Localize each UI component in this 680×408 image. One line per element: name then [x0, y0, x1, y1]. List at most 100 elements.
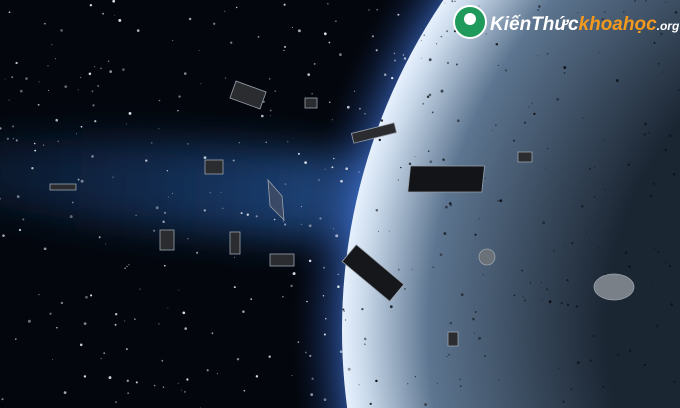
- star: [177, 382, 179, 384]
- watermark: KiếnThứckhoahọc.org: [453, 5, 680, 39]
- debris-speck: [486, 33, 487, 35]
- debris-speck: [449, 204, 453, 207]
- star: [34, 149, 37, 152]
- debris-speck: [446, 30, 449, 33]
- star: [15, 338, 17, 340]
- debris-speck: [602, 385, 604, 388]
- star: [162, 220, 165, 223]
- star: [397, 13, 400, 16]
- debris-speck: [598, 52, 600, 54]
- debris-speck: [472, 317, 475, 321]
- debris-speck: [663, 400, 666, 402]
- star: [273, 218, 276, 221]
- star: [364, 113, 366, 115]
- star: [171, 192, 173, 194]
- star: [243, 389, 246, 392]
- star: [282, 220, 285, 222]
- star: [383, 73, 387, 77]
- star: [403, 57, 407, 60]
- star: [88, 72, 92, 76]
- star: [310, 393, 314, 396]
- star: [220, 191, 222, 193]
- star: [16, 195, 20, 198]
- star: [323, 398, 327, 402]
- debris-speck: [627, 163, 631, 167]
- star: [203, 156, 207, 160]
- star: [311, 93, 313, 95]
- star: [182, 311, 186, 315]
- star: [345, 167, 348, 170]
- debris-speck: [443, 232, 447, 235]
- debris-speck: [440, 35, 443, 38]
- star: [300, 223, 302, 225]
- panel: [267, 178, 285, 222]
- debris-speck: [457, 119, 460, 122]
- star: [391, 76, 394, 80]
- star: [91, 155, 94, 158]
- debris-speck: [652, 209, 653, 211]
- fragment: [269, 253, 295, 267]
- star: [250, 298, 253, 300]
- star: [60, 301, 64, 305]
- debris-speck: [593, 195, 596, 199]
- debris-speck: [343, 310, 345, 312]
- star: [64, 85, 67, 88]
- debris-speck: [523, 299, 527, 302]
- star: [163, 211, 167, 214]
- debris-speck: [653, 41, 656, 44]
- star: [178, 289, 180, 291]
- star: [98, 236, 101, 239]
- watermark-text: KiếnThứckhoahọc.org: [490, 14, 680, 35]
- star: [136, 29, 140, 32]
- star: [257, 35, 260, 38]
- star: [346, 105, 350, 109]
- star: [38, 81, 40, 83]
- star: [393, 52, 396, 55]
- star: [335, 234, 339, 238]
- star: [83, 375, 87, 378]
- star: [340, 179, 343, 183]
- star: [135, 214, 137, 217]
- debris-speck: [448, 354, 450, 356]
- star: [108, 376, 112, 380]
- debris-speck: [556, 97, 560, 101]
- star: [44, 22, 46, 25]
- star: [0, 127, 2, 130]
- debris-speck: [474, 311, 477, 313]
- debris-speck: [454, 0, 456, 2]
- star: [85, 295, 88, 299]
- debris-speck: [604, 273, 607, 275]
- logo-bulb: [464, 13, 476, 25]
- star: [236, 357, 240, 361]
- star: [55, 118, 58, 122]
- star: [268, 78, 271, 80]
- debris-speck: [592, 335, 595, 337]
- debris-speck: [345, 319, 347, 321]
- star: [128, 264, 130, 266]
- debris-speck: [673, 380, 676, 383]
- debris-speck: [581, 204, 584, 208]
- star: [38, 294, 40, 296]
- star: [167, 307, 169, 309]
- star: [358, 107, 361, 110]
- star: [328, 101, 331, 104]
- star: [135, 381, 138, 384]
- brand-highlight: khoahọc: [579, 14, 658, 35]
- debris-speck: [577, 361, 580, 364]
- debris-speck: [495, 43, 499, 46]
- star: [187, 143, 189, 145]
- debris-speck: [537, 55, 539, 57]
- debris-speck: [429, 160, 433, 164]
- debris-speck: [498, 379, 500, 381]
- star: [331, 166, 334, 169]
- star: [200, 83, 202, 85]
- debris-speck: [492, 130, 494, 131]
- debris-speck: [669, 264, 672, 267]
- debris-speck: [629, 19, 632, 22]
- debris: [49, 80, 635, 347]
- star: [79, 76, 82, 79]
- debris-speck: [342, 308, 345, 311]
- debris-speck: [563, 72, 566, 74]
- debris-speck: [617, 353, 620, 356]
- star: [112, 0, 116, 3]
